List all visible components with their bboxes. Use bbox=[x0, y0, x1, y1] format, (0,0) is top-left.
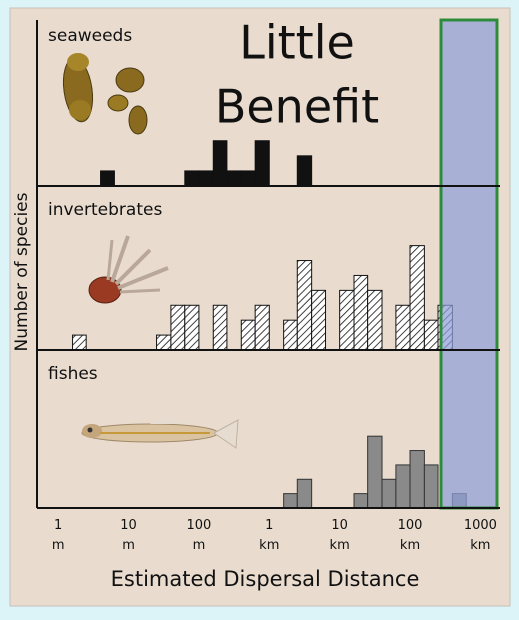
x-tick-label: 10 m bbox=[120, 516, 137, 556]
panel-label: fishes bbox=[48, 364, 98, 384]
histogram-bar bbox=[284, 494, 298, 508]
x-tick-label: 10 km bbox=[330, 516, 350, 556]
y-axis-title: Number of species bbox=[12, 192, 32, 351]
page: {"chart_data": {"type": "histogram", "an… bbox=[0, 0, 519, 616]
histogram-bar bbox=[354, 494, 368, 508]
histogram-bar bbox=[185, 305, 199, 350]
panel-label: invertebrates bbox=[48, 200, 162, 220]
histogram-bar bbox=[340, 290, 354, 350]
panel-label: seaweeds bbox=[48, 26, 132, 46]
histogram-bar bbox=[157, 335, 171, 350]
histogram-bar bbox=[284, 320, 298, 350]
histogram-bar bbox=[255, 305, 269, 350]
histogram-bar bbox=[199, 171, 213, 186]
x-tick-label: 100 m bbox=[186, 516, 211, 556]
histogram-bar bbox=[368, 290, 382, 350]
histogram-bar bbox=[396, 465, 410, 508]
histogram-bar bbox=[171, 305, 185, 350]
histogram-bar bbox=[297, 261, 311, 350]
annotation: Benefit bbox=[215, 80, 379, 134]
histogram-bar bbox=[241, 171, 255, 186]
histogram-bar bbox=[382, 479, 396, 508]
annotation: Little bbox=[239, 16, 355, 70]
histogram-bar bbox=[297, 479, 311, 508]
histogram-bar bbox=[255, 141, 269, 186]
histogram-bar bbox=[213, 305, 227, 350]
histogram-bar bbox=[185, 171, 199, 186]
histogram-bar bbox=[297, 156, 311, 186]
histogram-bar bbox=[312, 290, 326, 350]
x-tick-label: 100 km bbox=[398, 516, 423, 556]
histogram-bar bbox=[424, 320, 438, 350]
histogram-bar bbox=[410, 246, 424, 350]
histogram-bar bbox=[354, 275, 368, 350]
x-tick-label: 1 km bbox=[259, 516, 279, 556]
highlight-box bbox=[441, 20, 497, 508]
histogram-bar bbox=[424, 465, 438, 508]
x-axis-title: Estimated Dispersal Distance bbox=[111, 567, 420, 591]
histogram-bar bbox=[396, 305, 410, 350]
x-tick-label: 1 m bbox=[52, 516, 65, 556]
histogram-bar bbox=[368, 436, 382, 508]
histogram-bar bbox=[213, 141, 227, 186]
histogram-bar bbox=[227, 171, 241, 186]
histogram-bar bbox=[241, 320, 255, 350]
histogram-bar bbox=[73, 335, 87, 350]
histogram-bar bbox=[101, 171, 115, 186]
x-tick-label: 1000 km bbox=[464, 516, 497, 556]
chart-area: Little Benefit Number of species Estimat… bbox=[0, 0, 519, 616]
histogram-bar bbox=[410, 451, 424, 508]
